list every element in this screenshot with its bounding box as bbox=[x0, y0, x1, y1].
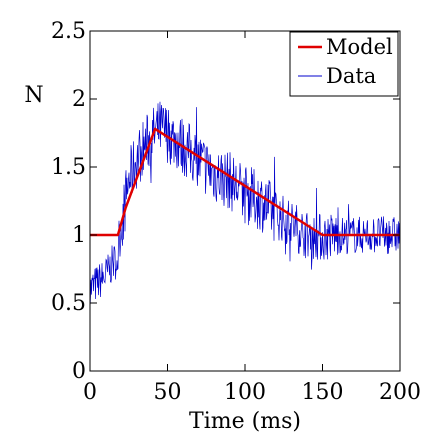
series-model-line bbox=[90, 127, 400, 237]
plot-area bbox=[89, 101, 401, 309]
y-tick-labels: 0 0.5 1 1.5 2 2.5 bbox=[51, 19, 86, 384]
y-tick-label: 1 bbox=[72, 223, 86, 248]
x-axis-label: Time (ms) bbox=[189, 409, 301, 434]
x-tick-label: 50 bbox=[154, 380, 182, 405]
legend-box bbox=[289, 31, 399, 97]
series-data-line bbox=[89, 101, 401, 309]
x-tick-label: 150 bbox=[302, 380, 344, 405]
y-tick-label: 0.5 bbox=[51, 291, 86, 316]
y-tick-label: 1.5 bbox=[51, 155, 86, 180]
x-tick-label: 200 bbox=[379, 380, 421, 405]
y-tick-label: 0 bbox=[72, 359, 86, 384]
legend-label-data: Data bbox=[326, 64, 376, 88]
x-tick-labels: 0 50 100 150 200 bbox=[83, 380, 421, 405]
x-tick-label: 0 bbox=[83, 380, 97, 405]
legend: Model Data bbox=[289, 31, 399, 97]
y-tick-label: 2.5 bbox=[51, 19, 86, 44]
y-tick-label: 2 bbox=[72, 87, 86, 112]
legend-label-model: Model bbox=[326, 35, 393, 59]
x-tick-label: 100 bbox=[224, 380, 266, 405]
y-axis-label: N bbox=[24, 83, 43, 108]
